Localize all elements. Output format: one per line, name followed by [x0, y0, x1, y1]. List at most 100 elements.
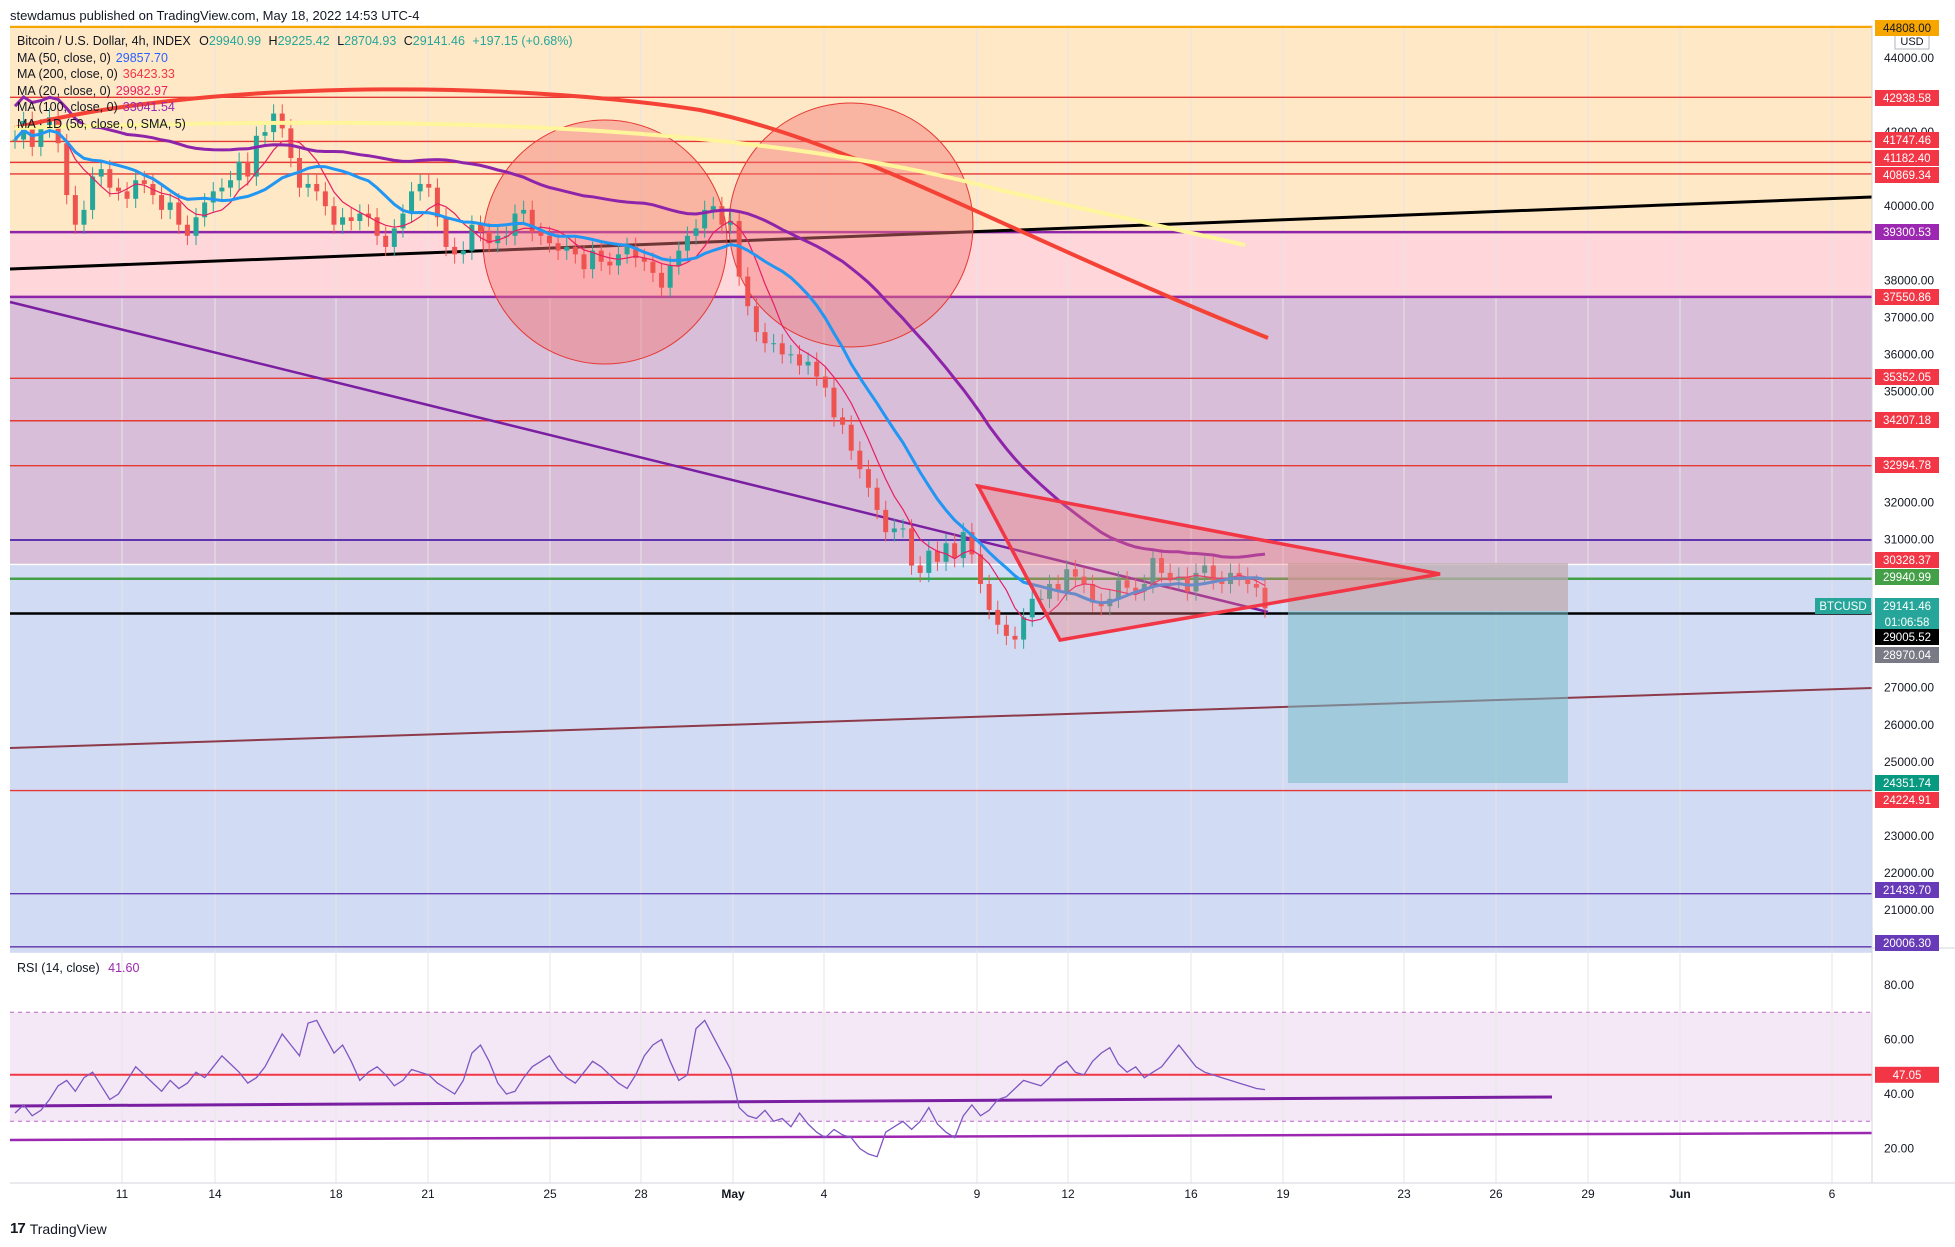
candle-body [210, 191, 216, 203]
candle-body [107, 169, 113, 188]
x-tick-label: 6 [1829, 1187, 1836, 1201]
price-label-text: 20006.30 [1883, 938, 1931, 950]
legend-row-2[interactable]: MA (20, close, 0) 29982.97 [17, 83, 577, 100]
rsi-tick-label: 60.00 [1884, 1033, 1914, 1047]
candle-body [1202, 565, 1208, 573]
x-tick-label: 4 [821, 1187, 828, 1201]
price-tick-label: 35000.00 [1884, 384, 1934, 398]
price-label-bg [1875, 882, 1939, 898]
candles [12, 104, 1268, 649]
legend-row-0[interactable]: MA (50, close, 0) 29857.70 [17, 50, 577, 67]
rsi-lower-trendline [9, 1131, 1873, 1142]
price-label-text: 24351.74 [1883, 778, 1932, 790]
candle-body [607, 261, 613, 266]
candle-body [986, 584, 992, 610]
rsi-tick-label: 20.00 [1884, 1142, 1914, 1156]
chart-legend: Bitcoin / U.S. Dollar, 4h, INDEX O29940.… [17, 33, 577, 132]
x-tick-label: 12 [1061, 1187, 1075, 1201]
legend-row-3[interactable]: MA (100, close, 0) 33041.54 [17, 99, 577, 116]
price-label-text: 37550.86 [1883, 292, 1931, 304]
candle-body [314, 183, 320, 192]
rsi-legend-value: 41.60 [108, 961, 140, 975]
candle-body [1081, 576, 1087, 585]
price-label-bg [1875, 90, 1939, 106]
price-label-text: 35352.05 [1883, 372, 1931, 384]
candle-body [228, 180, 234, 188]
candle-body [943, 543, 949, 562]
legend-value: 29982.97 [115, 83, 168, 98]
candle-body [400, 213, 406, 229]
candle-body [546, 235, 552, 244]
candle-body [529, 209, 535, 233]
ohlc-high: 29225.42 [277, 34, 330, 48]
x-tick-label: 9 [974, 1187, 981, 1201]
price-label-bg [1875, 775, 1939, 791]
rsi-level-label-bg [1875, 1066, 1939, 1083]
price-label-bg [1875, 457, 1939, 473]
candle-body [1038, 598, 1044, 600]
candle-body [305, 183, 311, 188]
candle-body [917, 565, 923, 573]
x-tick-label: 11 [116, 1187, 129, 1201]
candle-body [193, 217, 199, 236]
candle-body [788, 354, 794, 356]
candle-body [900, 528, 906, 530]
candle-body [167, 202, 173, 210]
candle-body [1098, 602, 1104, 607]
legend-label: MA · 1D (50, close, 0, SMA, 5) [17, 116, 186, 131]
price-label-bg [1875, 647, 1939, 663]
legend-row-4[interactable]: MA · 1D (50, close, 0, SMA, 5) [17, 116, 577, 133]
price-label-text: 29940.99 [1883, 572, 1931, 584]
price-label-bg [1875, 629, 1939, 645]
candle-body [676, 250, 682, 266]
rsi-tick-label: 80.00 [1884, 978, 1914, 992]
price-label-bg [1875, 552, 1939, 568]
candle-body [1262, 587, 1268, 609]
price-label-text: 28970.04 [1883, 650, 1932, 662]
candle-body [1021, 617, 1027, 640]
candle-body [331, 206, 337, 225]
rsi-levels [9, 1011, 1873, 1142]
candle-body [865, 469, 871, 488]
price-tick-label: 44000.00 [1884, 51, 1934, 65]
publisher-line: stewdamus published on TradingView.com, … [10, 8, 420, 23]
candle-body [1124, 580, 1130, 588]
candle-body [391, 228, 397, 247]
footer-brand[interactable]: 17 TradingView [10, 1220, 107, 1237]
price-labels: 44808.00 42938.58 41747.46 41182.40 40869.34… [1875, 20, 1939, 951]
price-label-text: 42938.58 [1883, 93, 1931, 105]
tradingview-logo-icon: 17 [10, 1220, 26, 1237]
price-label-text: 44808.00 [1883, 23, 1931, 35]
candle-body [779, 343, 785, 355]
legend-value: 36423.33 [122, 67, 175, 81]
candle-body [426, 183, 432, 188]
legend-label: MA (100, close, 0) [17, 100, 118, 114]
legend-row-1[interactable]: MA (200, close, 0) 36423.33 [17, 66, 577, 83]
candle-body [1055, 584, 1061, 592]
legend-label: MA (20, close, 0) [17, 83, 111, 98]
candle-body [641, 258, 647, 262]
rsi-line [14, 1019, 1266, 1158]
price-label-bg [1875, 132, 1939, 148]
price-tick-label: 38000.00 [1884, 273, 1934, 287]
purple-down-trendline [9, 300, 1269, 614]
candle-body [55, 117, 61, 144]
candle-body [124, 191, 130, 199]
candle-body [340, 217, 346, 225]
candle-body [891, 528, 897, 533]
price-label-bg [1875, 150, 1939, 166]
x-tick-label: 26 [1489, 1187, 1503, 1201]
ohlc-open: 29940.99 [208, 34, 262, 48]
candle-body [417, 183, 423, 192]
price-label-text: 24224.91 [1883, 795, 1931, 807]
price-tick-label: 31000.00 [1884, 533, 1934, 547]
zone-blue [10, 564, 1872, 953]
candle-body [848, 424, 854, 451]
x-tick-label: 23 [1397, 1187, 1411, 1201]
price-tick-label: 37000.00 [1884, 310, 1934, 324]
candle-body [762, 332, 768, 344]
price-chart[interactable]: 44000.0042000.0040000.0038000.0037000.00… [0, 0, 1955, 1215]
candle-body [141, 180, 147, 184]
candle-body [822, 376, 828, 388]
candle-body [236, 161, 242, 181]
